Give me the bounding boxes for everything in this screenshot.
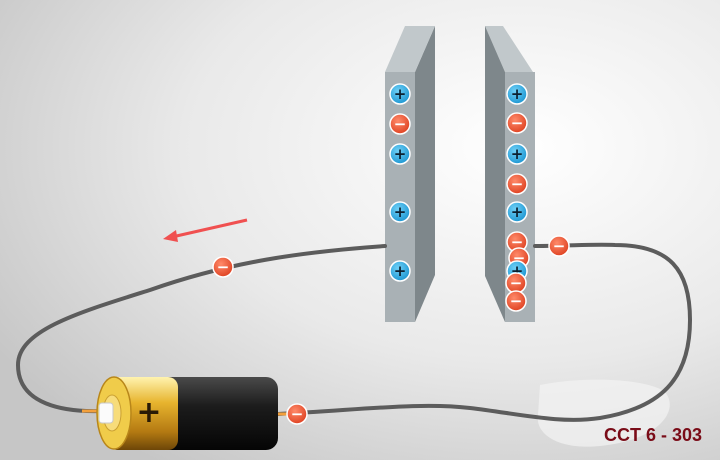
left-plate-positive-charge-sign: + xyxy=(394,203,407,221)
left-plate-positive-charge-circle xyxy=(389,201,411,223)
right-plate-negative-charge-sign: − xyxy=(510,274,523,292)
battery: + xyxy=(96,376,278,450)
left-plate-top xyxy=(385,26,435,72)
left-plate-positive-charge: + xyxy=(389,83,411,105)
right-plate-negative-charge-circle xyxy=(506,112,528,134)
right-plate-negative-charge: − xyxy=(506,173,528,195)
right-plate-positive-charge: + xyxy=(506,143,528,165)
left-plate-positive-charge-circle xyxy=(389,143,411,165)
arrow-shaft xyxy=(171,218,248,239)
charges-layer: +−++++−+−+−−+−−−−− xyxy=(212,83,570,425)
left-plate-side xyxy=(415,26,435,322)
left-plate-positive-charge-sign: + xyxy=(394,262,407,280)
left-plate-positive-charge-circle xyxy=(389,83,411,105)
right-plate-positive-charge-sign: + xyxy=(511,203,524,221)
wire-electron-sign: − xyxy=(217,258,230,276)
arrow-head xyxy=(163,230,178,242)
left-plate-face xyxy=(385,72,415,322)
right-plate-negative-charge: − xyxy=(506,231,528,253)
current-arrow xyxy=(163,218,248,242)
right-plate-negative-charge-sign: − xyxy=(510,292,523,310)
right-plate-negative-charge-circle xyxy=(505,290,527,312)
left-plate-negative-charge-circle xyxy=(389,113,411,135)
wire-electron-circle xyxy=(286,403,308,425)
wire-electron-sign: − xyxy=(553,237,566,255)
left-plate-positive-charge: + xyxy=(389,143,411,165)
right-plate-negative-charge-circle xyxy=(506,173,528,195)
left-plate-positive-charge-circle xyxy=(389,260,411,282)
slide-code: CCT 6 - 303 xyxy=(603,425,702,445)
right-plate-negative-charge-sign: − xyxy=(511,114,524,132)
watermark-blob xyxy=(537,379,670,447)
right-plate-positive-charge-sign: + xyxy=(511,145,524,163)
right-plate-negative-charge: − xyxy=(505,290,527,312)
left-plate-negative-charge: − xyxy=(389,113,411,135)
wire-electron-sign: − xyxy=(291,405,304,423)
right-plate-negative-charge: − xyxy=(506,112,528,134)
left-plate-negative-charge-sign: − xyxy=(394,115,407,133)
wire-electron: − xyxy=(212,256,234,278)
right-plate-top xyxy=(485,26,533,72)
wire-electron: − xyxy=(286,403,308,425)
left-plate-positive-charge: + xyxy=(389,260,411,282)
left-plate-positive-charge: + xyxy=(389,201,411,223)
left-plate-positive-charge-sign: + xyxy=(394,85,407,103)
right-plate-negative-charge-sign: − xyxy=(511,175,524,193)
wire-electron-circle xyxy=(212,256,234,278)
circuit-wire xyxy=(15,242,693,422)
right-plate-side xyxy=(485,26,505,322)
wire-electron-circle xyxy=(548,235,570,257)
left-plate-positive-charge-sign: + xyxy=(394,145,407,163)
battery-plus-label: + xyxy=(136,395,161,430)
right-plate-positive-charge-sign: + xyxy=(511,85,524,103)
right-plate-negative-charge-sign: − xyxy=(511,233,524,251)
battery-terminal xyxy=(98,402,114,424)
right-plate-positive-charge-circle xyxy=(506,83,528,105)
right-plate-positive-charge-circle xyxy=(506,201,528,223)
right-plate-positive-charge: + xyxy=(506,83,528,105)
right-plate-positive-charge: + xyxy=(506,201,528,223)
right-plate-negative-charge: − xyxy=(505,272,527,294)
right-plate-positive-charge-circle xyxy=(506,143,528,165)
wire-electron: − xyxy=(548,235,570,257)
